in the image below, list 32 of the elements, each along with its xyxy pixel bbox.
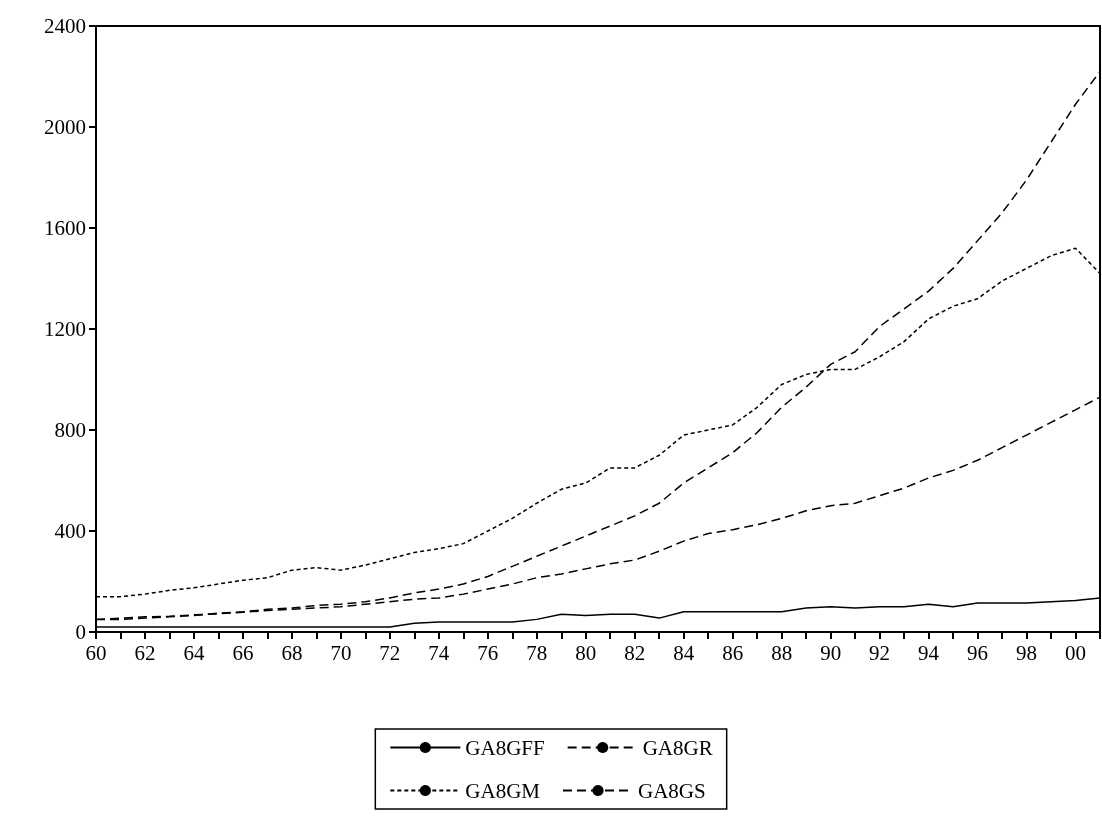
y-tick-label: 2400 (44, 14, 86, 38)
x-tick-label: 84 (673, 640, 695, 665)
y-tick-label: 1600 (44, 216, 86, 240)
y-tick-label: 1200 (44, 317, 86, 341)
legend-label: GA8GS (637, 778, 706, 803)
x-tick-label: 78 (526, 640, 548, 665)
x-tick-label: 68 (281, 640, 303, 665)
x-tick-label: 90 (820, 640, 842, 665)
x-tick-label: 80 (575, 640, 597, 665)
x-tick-label: 62 (134, 640, 156, 665)
y-tick-label: 2000 (44, 115, 86, 139)
x-tick-label: 70 (330, 640, 352, 665)
x-tick-label: 88 (771, 640, 793, 665)
x-tick-label: 64 (183, 640, 205, 665)
x-tick-label: 74 (428, 640, 450, 665)
x-tick-label: 96 (967, 640, 989, 665)
x-tick-label: 66 (232, 640, 254, 665)
x-tick-label: 72 (379, 640, 401, 665)
x-tick-label: 86 (722, 640, 744, 665)
x-tick-label: 60 (85, 640, 107, 665)
y-tick-label: 0 (75, 620, 86, 644)
x-tick-label: 76 (477, 640, 499, 665)
y-tick-label: 800 (54, 418, 86, 442)
x-tick-label: 94 (918, 640, 940, 665)
x-tick-label: 00 (1065, 640, 1087, 665)
x-tick-label: 92 (869, 640, 891, 665)
legend-label: GA8GM (465, 778, 541, 803)
y-tick-label: 400 (54, 519, 86, 543)
legend-label: GA8GR (642, 735, 713, 760)
legend-label: GA8GFF (465, 735, 545, 760)
x-tick-label: 82 (624, 640, 646, 665)
x-tick-label: 98 (1016, 640, 1038, 665)
